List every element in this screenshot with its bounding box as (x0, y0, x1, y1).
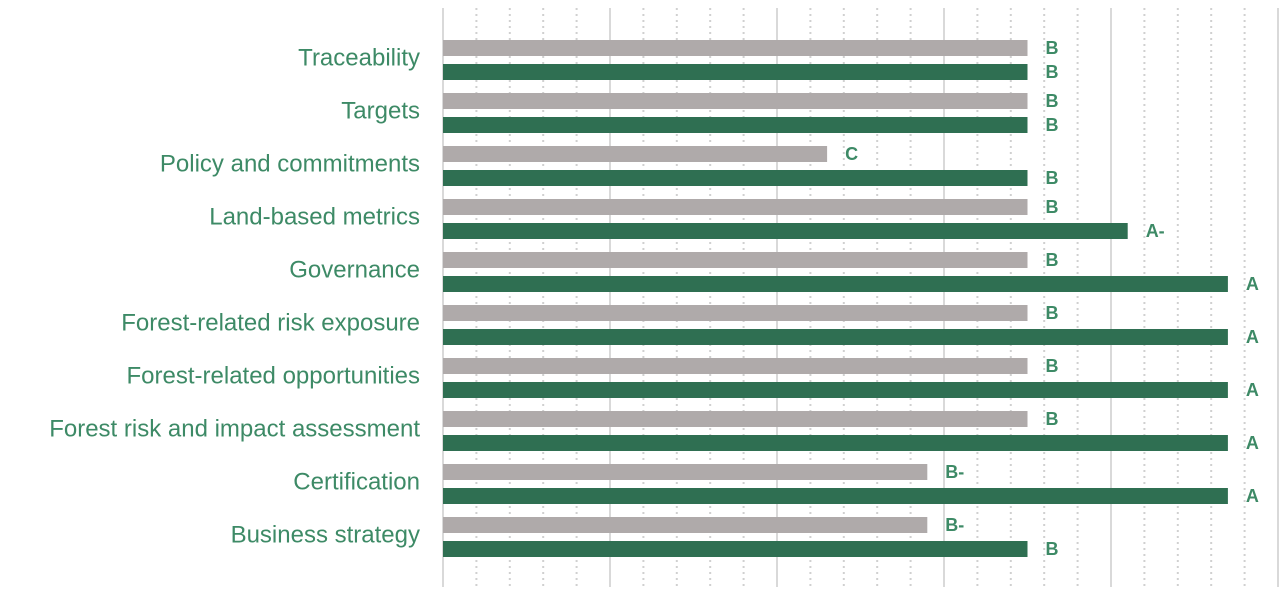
value-label: A (1246, 433, 1259, 453)
bar (443, 411, 1028, 427)
category-label: Governance (289, 256, 420, 283)
bar (443, 358, 1028, 374)
category-label: Traceability (298, 44, 420, 71)
bar (443, 93, 1028, 109)
bar (443, 541, 1028, 557)
bar (443, 223, 1128, 239)
value-label: B (1046, 250, 1059, 270)
value-label: B (1046, 91, 1059, 111)
bar (443, 517, 928, 533)
bar (443, 146, 828, 162)
value-label: B (1046, 409, 1059, 429)
value-label: B (1046, 539, 1059, 559)
category-label: Policy and commitments (160, 150, 420, 177)
category-label: Certification (293, 468, 420, 495)
bar (443, 329, 1228, 345)
bar (443, 64, 1028, 80)
category-label: Forest-related opportunities (127, 362, 420, 389)
value-label: A (1246, 486, 1259, 506)
category-label: Land-based metrics (209, 203, 420, 230)
value-label: A (1246, 327, 1259, 347)
value-label: B (1046, 38, 1059, 58)
value-label: B- (945, 515, 964, 535)
value-label: B (1046, 303, 1059, 323)
bar (443, 305, 1028, 321)
category-label: Forest-related risk exposure (121, 309, 420, 336)
bar (443, 170, 1028, 186)
value-label: B (1046, 115, 1059, 135)
bar (443, 435, 1228, 451)
bar (443, 40, 1028, 56)
value-label: B (1046, 168, 1059, 188)
value-label: B (1046, 356, 1059, 376)
bar (443, 117, 1028, 133)
bar (443, 488, 1228, 504)
bar (443, 464, 928, 480)
value-label: A (1246, 274, 1259, 294)
bar (443, 382, 1228, 398)
value-label: A (1246, 380, 1259, 400)
category-label: Targets (341, 97, 420, 124)
bar (443, 252, 1028, 268)
value-label: C (845, 144, 858, 164)
value-label: A- (1146, 221, 1165, 241)
category-label: Forest risk and impact assessment (49, 415, 420, 442)
value-label: B (1046, 62, 1059, 82)
bar (443, 199, 1028, 215)
value-label: B- (945, 462, 964, 482)
bar (443, 276, 1228, 292)
category-label: Business strategy (231, 521, 420, 548)
value-label: B (1046, 197, 1059, 217)
